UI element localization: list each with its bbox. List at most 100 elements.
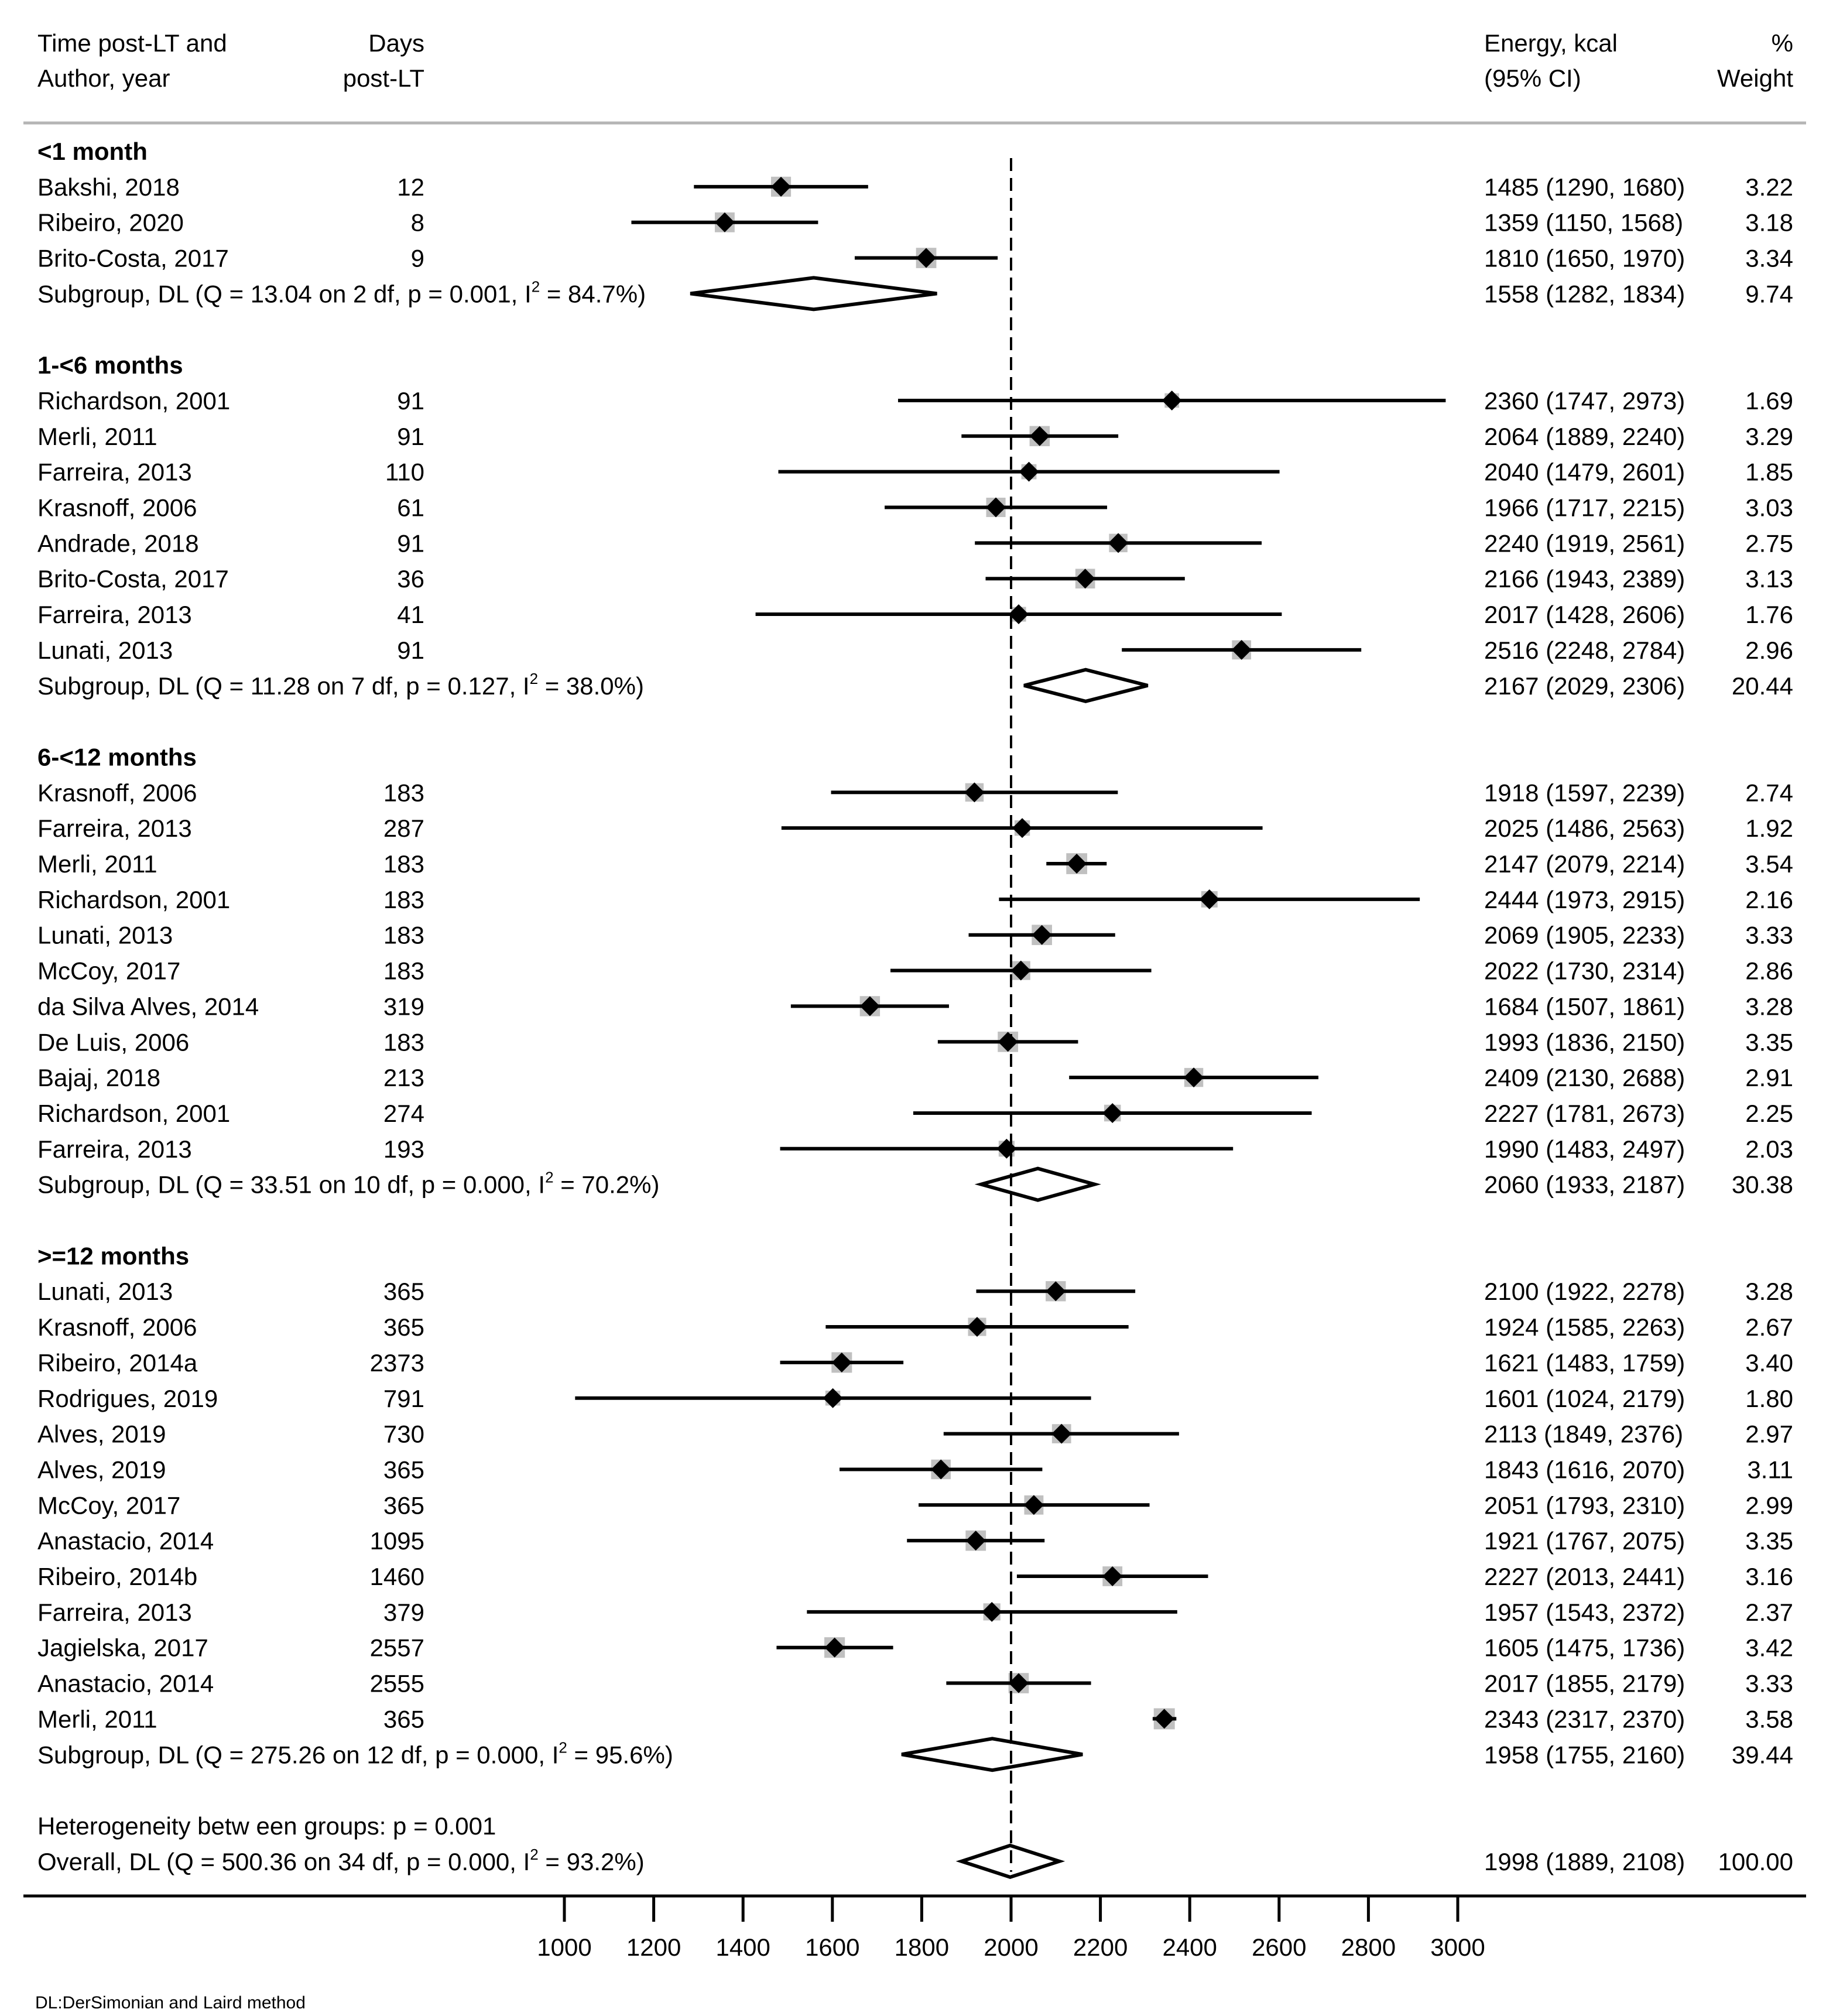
study-days: 791 [383, 1385, 424, 1412]
study-days: 91 [397, 423, 424, 450]
study-estimate-ci: 2051 (1793, 2310) [1484, 1491, 1685, 1519]
subgroup-weight: 30.38 [1732, 1171, 1793, 1199]
study-days: 379 [383, 1599, 424, 1626]
point-estimate-marker [964, 782, 985, 803]
study-estimate-ci: 2166 (1943, 2389) [1484, 565, 1685, 593]
study-days: 8 [411, 209, 424, 237]
point-estimate-marker [1010, 960, 1031, 981]
point-estimate-marker [831, 1352, 852, 1372]
x-tick-label: 3000 [1430, 1933, 1485, 1961]
point-estimate-marker [1108, 533, 1129, 553]
study-estimate-ci: 1918 (1597, 2239) [1484, 779, 1685, 806]
overall-weight: 100.00 [1718, 1848, 1793, 1875]
heterogeneity-note: Heterogeneity betw een groups: p = 0.001 [37, 1812, 496, 1840]
study-label: Alves, 2019 [37, 1456, 166, 1483]
study-days: 183 [383, 957, 424, 985]
study-weight: 2.74 [1745, 779, 1793, 806]
study-label: Farreira, 2013 [37, 814, 192, 842]
study-weight: 2.96 [1745, 636, 1793, 664]
study-days: 12 [397, 173, 424, 201]
study-estimate-ci: 2017 (1855, 2179) [1484, 1670, 1685, 1697]
study-weight: 2.86 [1745, 957, 1793, 985]
subgroup-estimate-ci: 2167 (2029, 2306) [1484, 672, 1685, 700]
study-label: Farreira, 2013 [37, 1135, 192, 1163]
point-estimate-marker [965, 1531, 986, 1551]
subgroup-heading: <1 month [37, 138, 148, 165]
point-estimate-marker [1231, 639, 1252, 660]
subgroup-diamond [690, 276, 937, 312]
study-weight: 3.42 [1745, 1634, 1793, 1662]
subgroup-diamond [974, 1166, 1101, 1202]
study-estimate-ci: 2516 (2248, 2784) [1484, 636, 1685, 664]
footnote: DL:DerSimonian and Laird method [35, 1993, 306, 2012]
study-label: Farreira, 2013 [37, 458, 192, 486]
point-estimate-marker [1008, 604, 1029, 625]
study-label: Andrade, 2018 [37, 529, 199, 557]
study-days: 41 [397, 601, 424, 628]
point-estimate-marker [1008, 1673, 1029, 1693]
study-days: 730 [383, 1421, 424, 1448]
study-label: Anastacio, 2014 [37, 1670, 214, 1697]
subgroup-estimate-ci: 2060 (1933, 2187) [1484, 1171, 1685, 1199]
study-label: Richardson, 2001 [37, 387, 230, 415]
study-estimate-ci: 1966 (1717, 2215) [1484, 494, 1685, 522]
study-days: 9 [411, 245, 424, 272]
study-weight: 1.92 [1745, 814, 1793, 842]
study-days: 183 [383, 886, 424, 913]
study-label: De Luis, 2006 [37, 1028, 189, 1056]
study-weight: 3.33 [1745, 922, 1793, 949]
header-weight-line1: % [1772, 29, 1793, 57]
point-estimate-marker [967, 1317, 988, 1337]
x-tick-label: 2600 [1252, 1933, 1306, 1961]
study-label: Richardson, 2001 [37, 886, 230, 913]
study-days: 365 [383, 1278, 424, 1305]
study-estimate-ci: 1993 (1836, 2150) [1484, 1028, 1685, 1056]
study-estimate-ci: 2240 (1919, 2561) [1484, 529, 1685, 557]
study-weight: 3.13 [1745, 565, 1793, 593]
rows-layer: <1 month Bakshi, 2018 12 1485 (1290, 1680) 3… [37, 138, 1793, 1879]
study-days: 91 [397, 529, 424, 557]
subgroup-heading: 1-<6 months [37, 351, 183, 379]
study-weight: 3.03 [1745, 494, 1793, 522]
study-label: Jagielska, 2017 [37, 1634, 208, 1662]
x-tick-label: 1400 [715, 1933, 770, 1961]
subgroup-label: Subgroup, DL (Q = 33.51 on 10 df, p = 0.… [37, 1169, 659, 1199]
study-weight: 3.11 [1747, 1456, 1793, 1483]
study-estimate-ci: 2409 (2130, 2688) [1484, 1064, 1685, 1091]
study-label: McCoy, 2017 [37, 957, 180, 985]
study-days: 2373 [370, 1349, 424, 1377]
study-label: Lunati, 2013 [37, 1278, 173, 1305]
study-days: 319 [383, 992, 424, 1020]
study-estimate-ci: 2343 (2317, 2370) [1484, 1705, 1685, 1733]
study-estimate-ci: 2064 (1889, 2240) [1484, 423, 1685, 450]
x-tick-label: 1600 [805, 1933, 859, 1961]
study-days: 365 [383, 1705, 424, 1733]
point-estimate-marker [1029, 426, 1050, 446]
study-days: 183 [383, 1028, 424, 1056]
study-weight: 3.35 [1745, 1527, 1793, 1555]
study-estimate-ci: 2360 (1747, 2973) [1484, 387, 1685, 415]
subgroup-diamond [901, 1737, 1083, 1772]
subgroup-heading: 6-<12 months [37, 743, 197, 771]
subgroup-label: Subgroup, DL (Q = 275.26 on 12 df, p = 0… [37, 1738, 673, 1768]
study-label: Krasnoff, 2006 [37, 779, 197, 806]
x-tick-label: 2800 [1341, 1933, 1396, 1961]
overall-estimate-ci: 1998 (1889, 2108) [1484, 1848, 1685, 1875]
point-estimate-marker [1019, 461, 1039, 482]
study-estimate-ci: 1601 (1024, 2179) [1484, 1385, 1685, 1412]
point-estimate-marker [986, 497, 1006, 518]
subgroup-weight: 20.44 [1732, 672, 1793, 700]
study-days: 193 [383, 1135, 424, 1163]
point-estimate-marker [1184, 1067, 1204, 1088]
study-estimate-ci: 2040 (1479, 2601) [1484, 458, 1685, 486]
point-estimate-marker [1162, 390, 1182, 410]
header-study-line1: Time post-LT and [37, 29, 227, 57]
point-estimate-marker [1012, 818, 1033, 838]
study-days: 365 [383, 1456, 424, 1483]
study-estimate-ci: 1957 (1543, 2372) [1484, 1599, 1685, 1626]
study-label: Ribeiro, 2014b [37, 1563, 197, 1590]
point-estimate-marker [859, 996, 880, 1016]
study-weight: 3.58 [1745, 1705, 1793, 1733]
study-weight: 2.97 [1745, 1421, 1793, 1448]
